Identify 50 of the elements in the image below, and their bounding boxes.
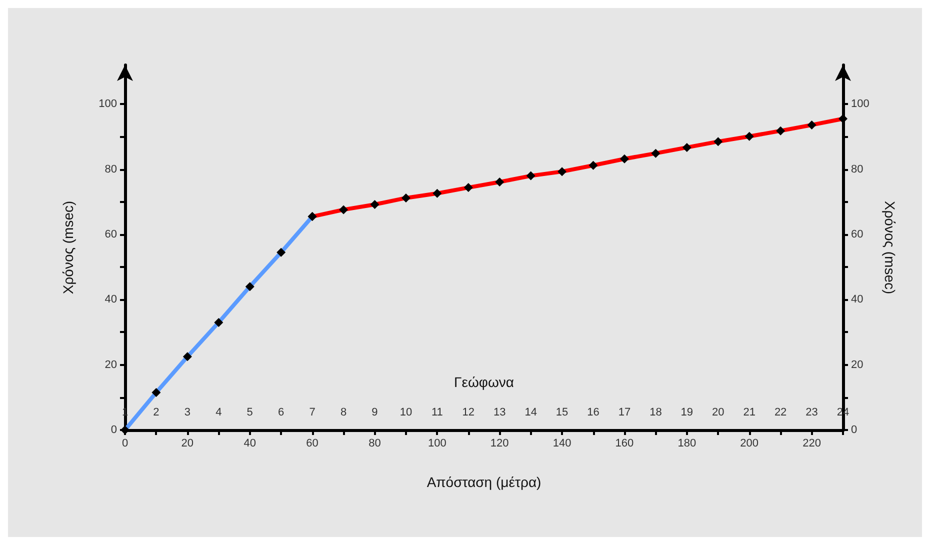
x-tick-label: 200 [740,438,759,450]
y-tick-label: 60 [104,228,117,240]
x2-tick-label: 18 [650,406,662,418]
y-tick-label: 80 [104,163,117,176]
x2-axis-title: Γεώφωνα [454,374,514,390]
x2-tick-label: 5 [246,406,253,418]
y2-tick-label: 0 [851,424,858,436]
x2-tick-label: 12 [462,406,475,418]
x-tick-label: 160 [615,438,634,450]
y-axis-title: Χρόνος (msec) [60,200,76,294]
x2-tick-label: 6 [278,406,284,418]
y2-tick-label: 100 [851,98,870,110]
x-tick-label: 100 [428,438,446,450]
x2-tick-label: 2 [153,406,160,418]
x-tick-label: 120 [490,438,509,450]
x-tick-label: 40 [244,438,256,450]
y2-tick-label: 80 [851,163,864,176]
x2-tick-label: 16 [587,406,600,418]
y-tick-label: 40 [104,294,117,306]
x-tick-label: 220 [802,438,821,450]
y-tick-label: 20 [104,358,117,371]
x2-tick-label: 10 [400,406,412,418]
x2-tick-label: 19 [680,406,694,418]
x2-tick-label: 4 [216,406,222,418]
x-axis-title: Απόσταση (μέτρα) [426,474,542,490]
y-tick-label: 100 [98,98,117,110]
y2-tick-label: 40 [851,294,864,306]
y2-tick-label: 20 [851,358,864,371]
x2-tick-label: 17 [618,406,631,418]
x2-tick-label: 8 [340,406,347,418]
x2-tick-label: 21 [743,406,756,418]
x2-tick-label: 15 [556,406,568,418]
x-tick-label: 180 [678,438,696,450]
x-tick-label: 20 [181,438,194,450]
x2-tick-label: 20 [712,406,724,418]
x2-tick-label: 23 [806,406,818,418]
y2-tick-label: 60 [851,228,864,240]
x-tick-label: 80 [368,438,381,450]
x2-tick-label: 9 [372,406,378,418]
x2-tick-label: 13 [493,406,506,418]
x2-tick-label: 14 [524,406,537,418]
x2-tick-label: 11 [431,406,443,418]
y-tick-label: 0 [110,424,117,436]
y2-axis-title: Χρόνος (msec) [882,200,898,294]
x-tick-label: 0 [122,438,128,450]
x2-tick-label: 3 [184,406,190,418]
x2-tick-label: 22 [774,406,787,418]
x-tick-label: 60 [306,438,318,450]
x-tick-label: 140 [552,438,572,450]
x2-tick-label: 7 [309,406,316,418]
